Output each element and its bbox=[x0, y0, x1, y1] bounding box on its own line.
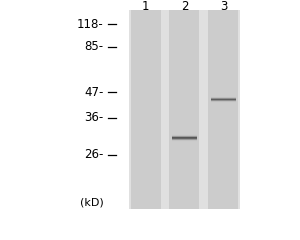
Text: 26-: 26- bbox=[84, 148, 104, 161]
Bar bbox=[211, 102, 236, 103]
Bar bbox=[211, 96, 236, 97]
Text: 1: 1 bbox=[142, 0, 149, 12]
Bar bbox=[169, 10, 200, 209]
Bar bbox=[172, 140, 197, 141]
Bar bbox=[172, 139, 197, 140]
Bar bbox=[211, 96, 236, 97]
Bar bbox=[211, 100, 236, 101]
Bar bbox=[208, 10, 238, 209]
Bar bbox=[172, 138, 197, 139]
Bar bbox=[211, 98, 236, 99]
Bar bbox=[129, 10, 240, 209]
Text: 3: 3 bbox=[220, 0, 227, 12]
Text: 47-: 47- bbox=[84, 86, 104, 99]
Bar bbox=[211, 97, 236, 98]
Bar bbox=[172, 137, 197, 138]
Bar bbox=[172, 134, 197, 135]
Bar bbox=[172, 134, 197, 135]
Bar bbox=[211, 102, 236, 103]
Bar bbox=[172, 136, 197, 137]
Bar bbox=[172, 141, 197, 142]
Bar bbox=[172, 139, 197, 140]
Bar bbox=[172, 137, 197, 138]
Bar bbox=[130, 10, 160, 209]
Text: 118-: 118- bbox=[77, 18, 103, 30]
Bar bbox=[172, 136, 197, 137]
Bar bbox=[211, 101, 236, 102]
Text: (kD): (kD) bbox=[80, 198, 104, 208]
Text: 85-: 85- bbox=[84, 40, 104, 53]
Bar bbox=[211, 101, 236, 102]
Bar bbox=[211, 97, 236, 98]
Bar bbox=[172, 135, 197, 136]
Text: 2: 2 bbox=[181, 0, 188, 12]
Bar bbox=[172, 141, 197, 142]
Bar bbox=[172, 138, 197, 139]
Bar bbox=[211, 99, 236, 100]
Text: 36-: 36- bbox=[84, 111, 104, 124]
